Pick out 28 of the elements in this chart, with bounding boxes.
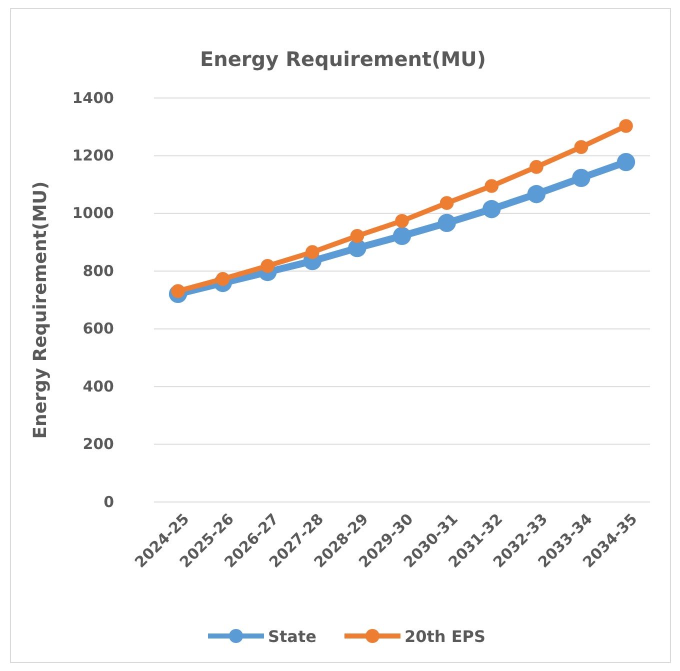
point <box>438 214 456 232</box>
point <box>392 226 412 246</box>
y-tick-label: 200 <box>82 435 114 454</box>
point <box>527 185 546 204</box>
point <box>616 152 636 172</box>
point <box>350 229 364 243</box>
point <box>572 168 590 188</box>
y-tick-label: 1200 <box>72 146 114 165</box>
point <box>529 160 544 174</box>
point <box>619 119 633 133</box>
point <box>216 272 230 286</box>
y-tick-label: 600 <box>82 320 114 338</box>
point <box>260 259 275 273</box>
chart-title: Energy Requirement(MU) <box>200 47 486 71</box>
point <box>482 200 501 218</box>
y-tick-label: 1400 <box>72 88 114 107</box>
y-axis-title: Energy Requirement(MU) <box>30 181 51 439</box>
y-tick-label: 1000 <box>72 204 114 222</box>
point <box>484 179 499 193</box>
y-tick-label: 800 <box>82 262 114 280</box>
y-tick-label: 0 <box>104 492 114 511</box>
y-tick-label: 400 <box>82 377 114 396</box>
point <box>395 214 409 228</box>
legend-label: State <box>268 627 317 646</box>
point <box>440 196 454 210</box>
point <box>305 245 320 259</box>
legend-label: 20th EPS <box>404 627 486 646</box>
point <box>574 140 588 154</box>
